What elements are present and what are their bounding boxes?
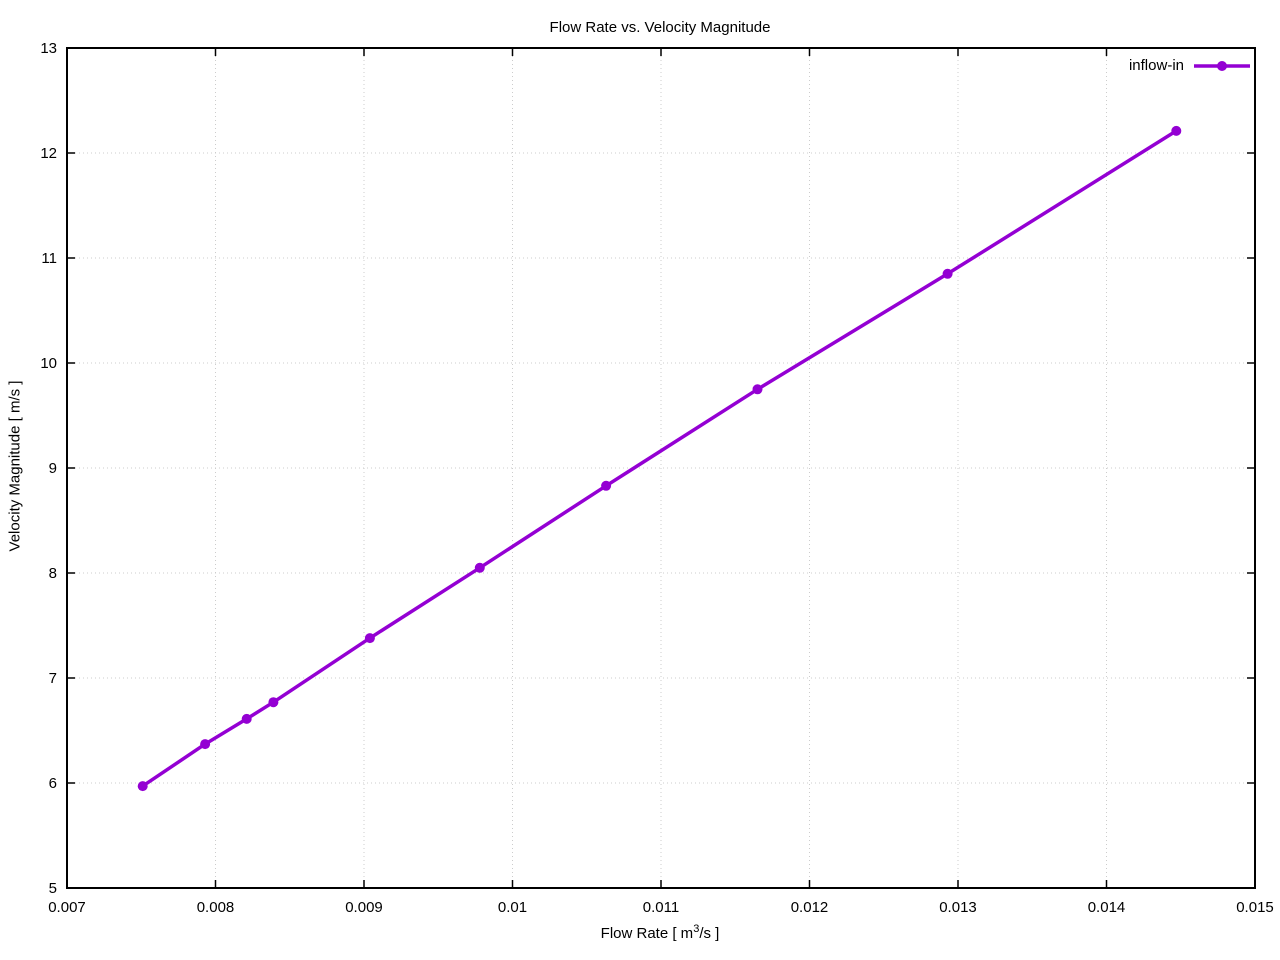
data-point [474, 562, 485, 573]
data-point [268, 697, 279, 708]
x-tick-label: 0.014 [1088, 899, 1126, 916]
x-tick-label: 0.008 [197, 899, 235, 916]
x-axis-label-superscript: 3 [693, 923, 700, 935]
x-tick-label: 0.009 [345, 899, 383, 916]
x-axis-label: Flow Rate [ m3/s ] [42, 923, 1278, 942]
y-tick-label: 11 [41, 250, 57, 267]
data-line [140, 129, 1179, 788]
x-tick-label: 0.013 [939, 899, 977, 916]
y-tick-label: 12 [40, 145, 57, 162]
y-tick-label: 10 [40, 355, 57, 372]
legend: inflow-in [1129, 56, 1251, 76]
y-tick-label: 13 [40, 40, 57, 57]
data-point [752, 384, 763, 395]
plot-border [66, 47, 1256, 889]
y-tick-label: 6 [49, 775, 57, 792]
data-point [601, 480, 612, 491]
legend-marker-icon [1217, 61, 1227, 71]
x-tick-label: 0.012 [791, 899, 829, 916]
x-axis-label-suffix: /s ] [699, 925, 720, 942]
chart-title: Flow Rate vs. Velocity Magnitude [549, 19, 771, 36]
legend-line-sample [1194, 61, 1250, 71]
data-point [1171, 125, 1182, 136]
y-axis-label: Velocity Magnitude [ m/s ] [6, 380, 24, 552]
data-point [364, 633, 375, 644]
data-point [137, 781, 148, 792]
x-tick-label: 0.007 [48, 899, 86, 916]
y-tick-label: 7 [49, 670, 57, 687]
x-tick-label: 0.01 [498, 899, 527, 916]
x-tick-label: 0.015 [1236, 899, 1274, 916]
legend-label: inflow-in [1128, 57, 1184, 74]
x-tick-label: 0.011 [643, 899, 679, 916]
data-point [942, 268, 953, 279]
y-tick-label: 9 [49, 460, 57, 477]
data-point [241, 713, 252, 724]
x-axis-label-prefix: Flow Rate [ m [600, 925, 694, 942]
data-point [200, 739, 211, 750]
y-tick-label: 8 [49, 565, 57, 582]
y-tick-label: 5 [49, 880, 57, 897]
